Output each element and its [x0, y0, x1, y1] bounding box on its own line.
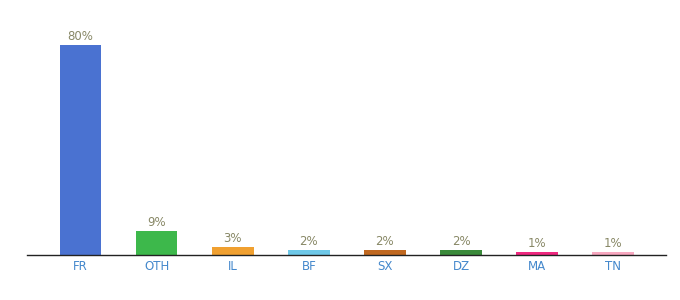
Text: 1%: 1%: [604, 237, 622, 250]
Bar: [288, 250, 330, 255]
Bar: [60, 45, 101, 255]
Text: 2%: 2%: [375, 235, 394, 248]
Text: 2%: 2%: [452, 235, 471, 248]
Bar: [516, 252, 558, 255]
Bar: [364, 250, 406, 255]
Bar: [592, 252, 634, 255]
Bar: [211, 247, 254, 255]
Text: 9%: 9%: [148, 216, 166, 229]
Text: 3%: 3%: [224, 232, 242, 245]
Text: 2%: 2%: [299, 235, 318, 248]
Text: 80%: 80%: [67, 30, 93, 43]
Bar: [135, 231, 177, 255]
Bar: [440, 250, 482, 255]
Text: 1%: 1%: [528, 237, 546, 250]
